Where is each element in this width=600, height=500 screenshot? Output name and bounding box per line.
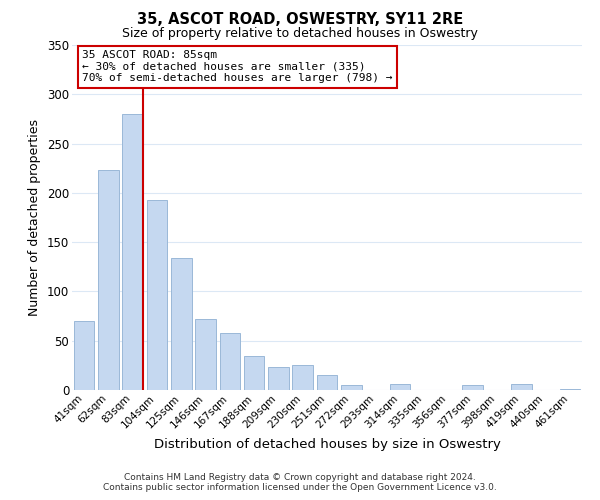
Bar — [268, 368, 289, 390]
Text: 35, ASCOT ROAD, OSWESTRY, SY11 2RE: 35, ASCOT ROAD, OSWESTRY, SY11 2RE — [137, 12, 463, 28]
Bar — [146, 200, 167, 390]
Text: 35 ASCOT ROAD: 85sqm
← 30% of detached houses are smaller (335)
70% of semi-deta: 35 ASCOT ROAD: 85sqm ← 30% of detached h… — [82, 50, 392, 84]
Bar — [171, 258, 191, 390]
Bar — [74, 321, 94, 390]
Bar — [195, 319, 216, 390]
Text: Contains HM Land Registry data © Crown copyright and database right 2024.
Contai: Contains HM Land Registry data © Crown c… — [103, 473, 497, 492]
Bar — [98, 170, 119, 390]
Bar — [244, 356, 265, 390]
Bar — [389, 384, 410, 390]
Bar — [292, 366, 313, 390]
Bar — [317, 375, 337, 390]
Bar — [511, 384, 532, 390]
Bar — [122, 114, 143, 390]
Text: Size of property relative to detached houses in Oswestry: Size of property relative to detached ho… — [122, 28, 478, 40]
Bar — [220, 333, 240, 390]
Bar — [341, 385, 362, 390]
Bar — [463, 385, 483, 390]
Y-axis label: Number of detached properties: Number of detached properties — [28, 119, 41, 316]
Bar — [560, 389, 580, 390]
X-axis label: Distribution of detached houses by size in Oswestry: Distribution of detached houses by size … — [154, 438, 500, 451]
